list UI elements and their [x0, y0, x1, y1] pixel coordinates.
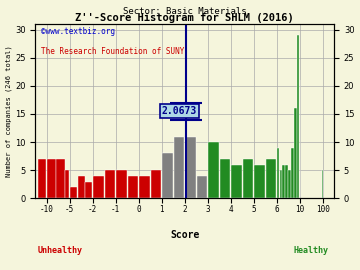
Bar: [139, 176, 150, 198]
Bar: [231, 165, 242, 198]
X-axis label: Score: Score: [170, 230, 199, 240]
Bar: [266, 159, 276, 198]
Bar: [65, 170, 69, 198]
Text: Healthy: Healthy: [293, 246, 328, 255]
Bar: [47, 159, 55, 198]
Bar: [297, 35, 300, 198]
Bar: [280, 170, 282, 198]
Bar: [185, 137, 196, 198]
Bar: [70, 187, 77, 198]
Bar: [208, 142, 219, 198]
Bar: [291, 148, 294, 198]
Bar: [127, 176, 138, 198]
Bar: [197, 176, 207, 198]
Text: The Research Foundation of SUNY: The Research Foundation of SUNY: [41, 47, 185, 56]
Bar: [116, 170, 127, 198]
Bar: [162, 153, 173, 198]
Text: 2.0673: 2.0673: [162, 106, 197, 116]
Bar: [220, 159, 230, 198]
Bar: [56, 159, 65, 198]
Bar: [285, 165, 288, 198]
Bar: [288, 170, 291, 198]
Bar: [38, 159, 46, 198]
Bar: [254, 165, 265, 198]
Bar: [150, 170, 161, 198]
Text: Unhealthy: Unhealthy: [38, 246, 83, 255]
Bar: [243, 159, 253, 198]
Bar: [283, 165, 285, 198]
Bar: [294, 108, 297, 198]
Bar: [78, 176, 85, 198]
Bar: [85, 181, 93, 198]
Text: ©www.textbiz.org: ©www.textbiz.org: [41, 27, 115, 36]
Bar: [93, 176, 104, 198]
Text: Sector: Basic Materials: Sector: Basic Materials: [123, 7, 247, 16]
Y-axis label: Number of companies (246 total): Number of companies (246 total): [5, 45, 12, 177]
Title: Z''-Score Histogram for SHLM (2016): Z''-Score Histogram for SHLM (2016): [75, 13, 294, 23]
Bar: [277, 148, 279, 198]
Bar: [105, 170, 115, 198]
Bar: [174, 137, 184, 198]
